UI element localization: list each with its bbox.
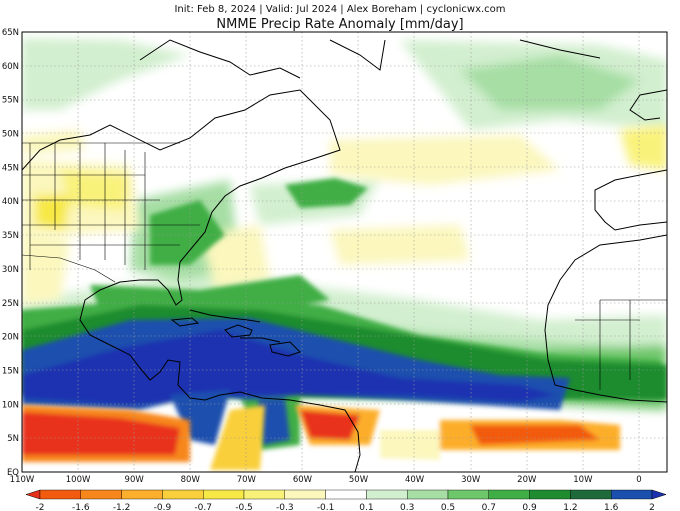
lon-label: 90W [125,475,145,485]
colorbar-swatch [366,489,408,500]
colorbar-arrow-high [651,489,667,500]
colorbar-label: -0.9 [154,503,172,511]
coastlines [22,39,667,472]
map-frame [21,31,668,473]
colorbar-swatch [570,489,612,500]
colorbar-label: -1.2 [113,503,131,511]
colorbar-swatch [611,489,653,500]
lat-label: 55N [2,96,19,106]
colorbar-label: 1.6 [604,503,619,511]
colorbar-label: -0.1 [317,503,335,511]
lon-label: 80W [181,475,201,485]
colorbar-label: 0.3 [400,503,414,511]
lat-label: 50N [2,130,19,140]
lat-label: 60N [2,62,19,72]
lon-label: 100W [66,475,91,485]
lat-label: EQ [7,468,19,478]
colorbar-swatch [325,489,367,500]
lon-label: 30W [461,475,481,485]
colorbar-swatch [162,489,204,500]
lon-label: 10W [573,475,593,485]
colorbar-label: -0.5 [235,503,253,511]
lat-label: 15N [2,366,19,376]
colorbar-swatch [80,489,122,500]
lon-label: 40W [405,475,425,485]
colorbar-label: -1.6 [72,503,90,511]
lon-label: 50W [349,475,369,485]
lat-label: 40N [2,197,19,207]
lon-label: 20W [517,475,537,485]
lon-label: 0 [636,475,641,485]
anomaly-field [22,32,667,472]
map-subtitle: Init: Feb 8, 2024 | Valid: Jul 2024 | Al… [174,4,506,15]
colorbar-label: -2 [36,503,45,511]
map-title: NMME Precip Rate Anomaly [mm/day] [216,17,464,32]
colorbar-swatch [447,489,489,500]
colorbar-label: -0.3 [276,503,294,511]
colorbar-label: 1.2 [563,503,577,511]
colorbar-arrow-low [25,489,41,500]
colorbar-swatch [488,489,530,500]
latitude-labels: 65N 60N 55N 50N 45N 40N 35N 30N 25N 20N 15N 10N 5N EQ [2,28,19,478]
lon-label: 110W [10,475,35,485]
colorbar-swatch [39,489,81,500]
lon-label: 60W [293,475,313,485]
colorbar-label: -0.7 [194,503,212,511]
colorbar-swatch [202,489,245,500]
colorbar: -2 -1.6 -1.2 -0.9 -0.7 -0.5 -0.3 -0.1 0.1 0.3 0.5 0… [25,489,667,511]
lat-label: 65N [2,28,19,38]
lat-label: 25N [2,299,19,309]
longitude-labels: 110W 100W 90W 80W 70W 60W 50W 40W 30W 20W 10W 0 [10,475,642,485]
lat-label: 45N [2,163,19,173]
borders [22,142,667,390]
colorbar-label: 0.1 [359,503,373,511]
lat-label: 35N [2,231,19,241]
lat-label: 10N [2,400,19,410]
lat-label: 5N [7,434,19,444]
colorbar-label: 0.5 [441,503,455,511]
lat-label: 20N [2,333,19,343]
lon-label: 70W [237,475,257,485]
colorbar-label: 0.9 [522,503,537,511]
lat-label: 30N [2,265,19,275]
colorbar-swatch [284,489,326,500]
colorbar-swatch [529,489,571,500]
colorbar-label: 2 [649,503,655,511]
colorbar-swatch [121,489,163,500]
colorbar-swatch [407,489,449,500]
colorbar-swatch [243,489,285,500]
colorbar-label: 0.7 [482,503,496,511]
graticule [22,32,667,472]
